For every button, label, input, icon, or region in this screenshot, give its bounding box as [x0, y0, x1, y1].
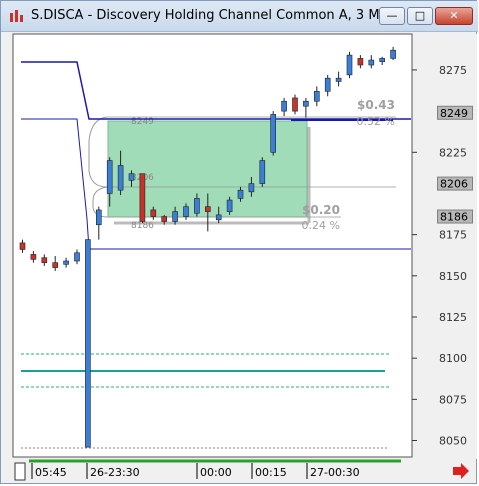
blue-upper-line	[21, 61, 411, 120]
candle-body[interactable]	[161, 216, 167, 222]
window-title: S.DISCA - Discovery Holding Channel Comm…	[31, 8, 392, 23]
maximize-button[interactable]: □	[407, 7, 433, 25]
price-tick-label: 8125	[439, 311, 467, 324]
candle-body[interactable]	[74, 252, 80, 262]
price-tick-label: 8075	[439, 393, 467, 406]
measure-upper-start-label: 8249	[131, 117, 154, 127]
measure-lower-percent: 0.24 %	[302, 219, 340, 232]
measure-upper-percent: 0.52 %	[357, 115, 395, 128]
candle-body[interactable]	[41, 257, 48, 263]
price-axis-panel[interactable]	[413, 34, 477, 459]
price-tag-fill	[438, 177, 472, 190]
time-label-2: 00:00	[200, 466, 232, 479]
price-tag-label: 8186	[440, 211, 468, 224]
price-tick-label: 8150	[439, 270, 467, 283]
candle-body[interactable]	[292, 97, 298, 112]
candle-body[interactable]	[303, 100, 309, 107]
candle-body[interactable]	[150, 209, 157, 217]
price-tick-label: 8100	[439, 352, 467, 365]
title-bar[interactable]: S.DISCA - Discovery Holding Channel Comm…	[1, 1, 478, 32]
candle-body[interactable]	[139, 173, 146, 222]
candle-body[interactable]	[226, 199, 233, 212]
candle-body[interactable]	[106, 160, 113, 194]
minimize-icon: —	[386, 9, 398, 22]
candle-body[interactable]	[85, 239, 91, 448]
candle-body[interactable]	[30, 254, 37, 260]
candle-body[interactable]	[248, 183, 255, 193]
price-tick-label: 8225	[439, 146, 467, 159]
candle-body[interactable]	[357, 58, 364, 66]
measure-lower-amount: $0.20	[302, 203, 340, 217]
candle-body[interactable]	[346, 54, 353, 76]
candle-body[interactable]	[281, 100, 287, 112]
measure-lower-end-label: 8186	[131, 221, 154, 231]
close-button[interactable]: ✕	[435, 7, 473, 25]
candle-body[interactable]	[52, 262, 59, 268]
price-tick-label: 8275	[439, 64, 467, 77]
time-label-3: 00:15	[255, 466, 287, 479]
candles-group[interactable]	[19, 46, 396, 448]
candle-body[interactable]	[335, 77, 342, 82]
candle-body[interactable]	[63, 260, 69, 265]
candle-body[interactable]	[259, 160, 266, 184]
price-tag-fill	[438, 106, 472, 119]
scroll-right-arrow-icon[interactable]	[453, 463, 469, 479]
candle-body[interactable]	[237, 189, 244, 199]
candle-body[interactable]	[96, 209, 102, 226]
candle-body[interactable]	[205, 206, 211, 212]
candle-body[interactable]	[19, 242, 26, 250]
price-tag-label: 8206	[440, 178, 468, 191]
price-tag-fill	[438, 210, 472, 223]
candle-body[interactable]	[183, 206, 189, 217]
app-chart-icon	[10, 10, 23, 22]
price-tick-label: 8050	[439, 435, 467, 448]
plot-area[interactable]	[12, 33, 413, 458]
price-axis-ticks: 8275 8225 8175 8150 8125 8100 8075 8050	[412, 64, 467, 448]
measure-arc-upper	[88, 116, 108, 188]
minimize-button[interactable]: —	[379, 7, 405, 25]
blue-lower-line	[21, 118, 411, 250]
scroll-handle[interactable]	[14, 462, 26, 481]
close-icon: ✕	[449, 9, 459, 22]
time-label-4: 27-00:30	[310, 466, 360, 479]
candle-body[interactable]	[368, 59, 375, 66]
time-label-0: 05:45	[35, 466, 67, 479]
price-axis-tags: 8249 8206 8186	[437, 105, 473, 224]
candle-body[interactable]	[390, 49, 396, 59]
candle-body[interactable]	[117, 165, 124, 191]
candle-body[interactable]	[313, 91, 320, 102]
time-label-1: 26-23:30	[90, 466, 140, 479]
candle-body[interactable]	[172, 211, 178, 222]
candle-body[interactable]	[379, 58, 386, 63]
candle-body[interactable]	[194, 198, 200, 214]
time-axis-panel[interactable]	[13, 461, 412, 481]
price-tag-label: 8249	[440, 107, 468, 120]
measure-upper-amount: $0.43	[357, 98, 395, 112]
price-tick-label: 8175	[439, 229, 467, 242]
candle-body[interactable]	[128, 173, 135, 181]
candle-body[interactable]	[215, 214, 222, 221]
candle-body[interactable]	[324, 77, 331, 92]
maximize-icon: □	[414, 9, 426, 22]
candle-body[interactable]	[270, 114, 277, 153]
time-axis-labels: 05:45 26-23:30 00:00 00:15 27-00:30	[31, 463, 360, 479]
